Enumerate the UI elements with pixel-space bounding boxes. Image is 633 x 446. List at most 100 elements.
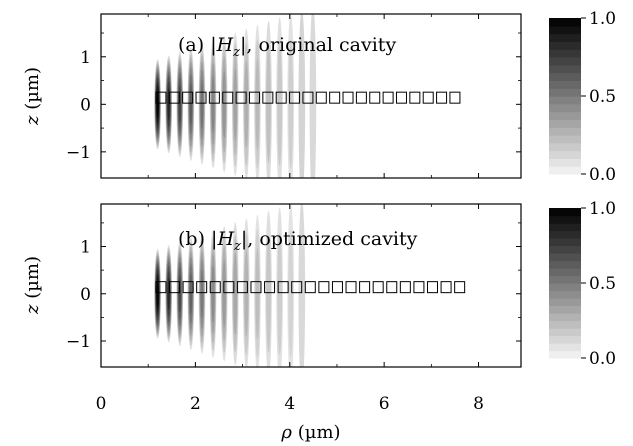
field-lobe bbox=[234, 68, 237, 140]
colorbar-band bbox=[549, 34, 581, 42]
field-lobe bbox=[157, 91, 159, 118]
x-tick-label: 0 bbox=[96, 394, 107, 414]
colorbar-band bbox=[549, 151, 581, 159]
y-tick-label: −1 bbox=[66, 143, 91, 163]
field-lobe bbox=[256, 248, 260, 339]
field-lobe bbox=[212, 265, 215, 322]
colorbar-band bbox=[549, 119, 581, 127]
hole bbox=[319, 282, 329, 293]
colorbar-band bbox=[549, 291, 581, 299]
field-lobe bbox=[266, 235, 271, 352]
x-tick-label: 2 bbox=[190, 394, 201, 414]
field-lobe bbox=[190, 83, 193, 126]
colorbar-band bbox=[549, 336, 581, 344]
x-tick-labels: 0 2 4 6 8 bbox=[96, 394, 484, 414]
hole bbox=[410, 92, 420, 103]
colorbar-band bbox=[549, 321, 581, 329]
hole bbox=[332, 282, 342, 293]
hole bbox=[383, 92, 393, 103]
colorbar-band bbox=[549, 49, 581, 57]
colorbar-band bbox=[549, 104, 581, 112]
field-lobe bbox=[266, 45, 271, 163]
colorbar-band bbox=[549, 276, 581, 284]
colorbar-tick-label: 0.5 bbox=[589, 87, 616, 107]
field-lobe bbox=[212, 76, 215, 133]
field-lobe bbox=[256, 58, 260, 150]
colorbar-band bbox=[549, 143, 581, 151]
colorbar-tick-label: 0.0 bbox=[589, 165, 616, 185]
colorbar-band bbox=[549, 231, 581, 239]
hole bbox=[305, 282, 315, 293]
panel-a: 1 0 −1 (a) |Hz|, original cavity z (µm) 1.… bbox=[22, 6, 616, 203]
colorbar-tick-label: 1.0 bbox=[589, 199, 616, 219]
hole bbox=[437, 92, 447, 103]
colorbar-band bbox=[549, 261, 581, 269]
colorbar-band bbox=[549, 223, 581, 231]
y-tick-label: 1 bbox=[80, 238, 91, 258]
hole bbox=[427, 282, 437, 293]
colorbar-band bbox=[549, 268, 581, 276]
colorbar-band bbox=[549, 216, 581, 224]
colorbar-band bbox=[549, 351, 581, 359]
colorbar-b: 1.0 0.5 0.0 bbox=[549, 199, 616, 369]
field-lobe bbox=[244, 61, 248, 148]
hole bbox=[450, 92, 460, 103]
field-lobe bbox=[223, 260, 226, 328]
colorbar-band bbox=[549, 26, 581, 34]
colorbar-band bbox=[549, 238, 581, 246]
colorbar-band bbox=[549, 18, 581, 26]
field-lobe bbox=[288, 40, 293, 168]
field-lobe bbox=[190, 273, 193, 316]
colorbar-band bbox=[549, 41, 581, 49]
hole bbox=[423, 92, 433, 103]
y-axis-label-a: z (µm) bbox=[22, 67, 43, 126]
colorbar-band bbox=[549, 135, 581, 143]
x-tick-label: 4 bbox=[284, 394, 295, 414]
y-tick-label: 0 bbox=[80, 285, 91, 305]
colorbar-band bbox=[549, 80, 581, 88]
hole bbox=[360, 282, 370, 293]
colorbar-band bbox=[549, 166, 581, 174]
colorbar-band bbox=[549, 57, 581, 65]
panel-b: 1 0 −1 (b) |Hz|, optimized cavity z (µm) 1… bbox=[22, 199, 616, 388]
hole bbox=[441, 282, 451, 293]
hole bbox=[400, 282, 410, 293]
colorbar-band bbox=[549, 313, 581, 321]
field-lobe bbox=[277, 43, 282, 166]
colorbar-band bbox=[549, 328, 581, 336]
hole bbox=[455, 282, 465, 293]
colorbar-band bbox=[549, 65, 581, 73]
y-axis-label-b: z (µm) bbox=[22, 256, 43, 315]
field-lobe bbox=[201, 80, 204, 129]
hole bbox=[343, 92, 353, 103]
field-lobe bbox=[201, 269, 204, 318]
colorbar-band bbox=[549, 73, 581, 81]
y-tick-label: 1 bbox=[80, 48, 91, 68]
colorbar-band bbox=[549, 96, 581, 104]
x-tick-label: 8 bbox=[473, 394, 484, 414]
colorbar-band bbox=[549, 283, 581, 291]
field-lobe bbox=[277, 233, 282, 355]
hole bbox=[346, 282, 356, 293]
hole bbox=[316, 92, 326, 103]
y-tick-label: 0 bbox=[80, 95, 91, 115]
colorbar-band bbox=[549, 112, 581, 120]
colorbar-band bbox=[549, 158, 581, 166]
field-lobe bbox=[223, 70, 226, 138]
hole bbox=[396, 92, 406, 103]
colorbar-band bbox=[549, 88, 581, 96]
colorbar-band bbox=[549, 208, 581, 216]
colorbar-tick-label: 0.5 bbox=[589, 274, 616, 294]
colorbar-a: 1.0 0.5 0.0 bbox=[549, 9, 616, 185]
colorbar-band bbox=[549, 343, 581, 351]
colorbar-tick-label: 1.0 bbox=[589, 9, 616, 29]
hole bbox=[330, 92, 340, 103]
field-lobe bbox=[179, 86, 181, 123]
x-axis-label: ρ (µm) bbox=[280, 422, 340, 443]
field-lobe bbox=[179, 275, 181, 312]
field-lobe bbox=[244, 250, 248, 337]
panel-title-a: (a) |Hz|, original cavity bbox=[178, 34, 396, 60]
colorbar-tick-label: 0.0 bbox=[589, 349, 616, 369]
colorbar-band bbox=[549, 253, 581, 261]
